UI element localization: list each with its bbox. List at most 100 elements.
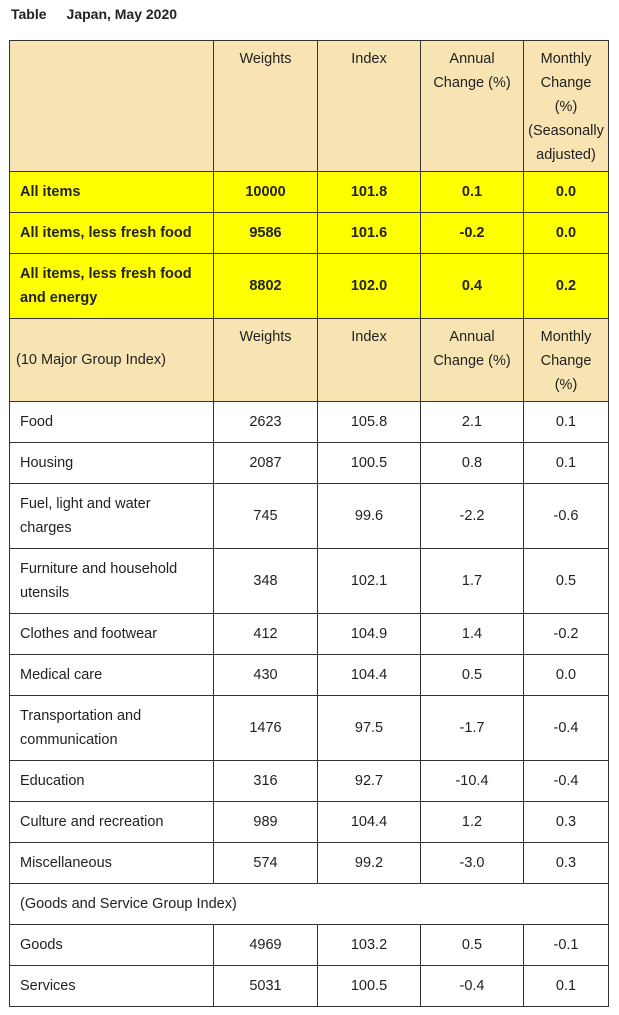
table-row: Education 316 92.7 -10.4 -0.4: [9, 760, 609, 802]
row-weights: 574: [213, 842, 318, 884]
table-row: Goods 4969 103.2 0.5 -0.1: [9, 924, 609, 966]
row-weights: 989: [213, 801, 318, 843]
row-weights: 5031: [213, 965, 318, 1007]
row-monthly-change: 0.3: [523, 801, 609, 843]
group-header-annual-change: Annual Change (%): [420, 318, 524, 402]
row-label: All items, less fresh food and energy: [9, 253, 214, 319]
row-label: Transportation and communication: [9, 695, 214, 761]
goods-services-header: (Goods and Service Group Index): [9, 883, 609, 925]
row-index: 97.5: [317, 695, 421, 761]
table-row: Services 5031 100.5 -0.4 0.1: [9, 965, 609, 1007]
row-index: 99.2: [317, 842, 421, 884]
row-annual-change: 0.1: [420, 171, 524, 213]
row-annual-change: 0.4: [420, 253, 524, 319]
row-index: 102.0: [317, 253, 421, 319]
row-weights: 8802: [213, 253, 318, 319]
goods-services-header-row: (Goods and Service Group Index): [9, 883, 609, 925]
table-row-all-items: All items 10000 101.8 0.1 0.0: [9, 171, 609, 213]
row-monthly-change: -0.2: [523, 613, 609, 655]
row-annual-change: -2.2: [420, 483, 524, 549]
row-label: Education: [9, 760, 214, 802]
row-monthly-change: 0.0: [523, 212, 609, 254]
row-index: 104.4: [317, 654, 421, 696]
group-header-index: Index: [317, 318, 421, 402]
table-row-less-fresh-food: All items, less fresh food 9586 101.6 -0…: [9, 212, 609, 254]
row-weights: 316: [213, 760, 318, 802]
row-label: Culture and recreation: [9, 801, 214, 843]
row-label: Food: [9, 401, 214, 443]
table-row: Food 2623 105.8 2.1 0.1: [9, 401, 609, 443]
row-index: 104.9: [317, 613, 421, 655]
row-weights: 348: [213, 548, 318, 614]
row-annual-change: -3.0: [420, 842, 524, 884]
row-weights: 2087: [213, 442, 318, 484]
row-annual-change: -1.7: [420, 695, 524, 761]
row-label: Services: [9, 965, 214, 1007]
table-row-less-fresh-food-energy: All items, less fresh food and energy 88…: [9, 253, 609, 319]
table-title: Table Japan, May 2020: [11, 3, 177, 25]
table-row: Furniture and household utensils 348 102…: [9, 548, 609, 614]
row-monthly-change: 0.0: [523, 654, 609, 696]
row-label: Miscellaneous: [9, 842, 214, 884]
row-label: Housing: [9, 442, 214, 484]
row-index: 101.8: [317, 171, 421, 213]
table-row: Clothes and footwear 412 104.9 1.4 -0.2: [9, 613, 609, 655]
row-weights: 9586: [213, 212, 318, 254]
row-index: 100.5: [317, 965, 421, 1007]
row-annual-change: 1.4: [420, 613, 524, 655]
row-index: 103.2: [317, 924, 421, 966]
header-monthly-change: Monthly Change (%) (Seasonally adjusted): [523, 40, 609, 172]
row-index: 99.6: [317, 483, 421, 549]
cpi-table: Weights Index Annual Change (%) Monthly …: [9, 40, 609, 1007]
row-monthly-change: -0.4: [523, 695, 609, 761]
row-annual-change: 1.2: [420, 801, 524, 843]
row-annual-change: 1.7: [420, 548, 524, 614]
row-weights: 4969: [213, 924, 318, 966]
row-weights: 745: [213, 483, 318, 549]
row-annual-change: -0.4: [420, 965, 524, 1007]
row-weights: 430: [213, 654, 318, 696]
row-annual-change: -0.2: [420, 212, 524, 254]
row-annual-change: 0.5: [420, 924, 524, 966]
row-annual-change: -10.4: [420, 760, 524, 802]
header-weights: Weights: [213, 40, 318, 172]
row-monthly-change: -0.1: [523, 924, 609, 966]
row-annual-change: 2.1: [420, 401, 524, 443]
row-weights: 2623: [213, 401, 318, 443]
header-index: Index: [317, 40, 421, 172]
row-index: 92.7: [317, 760, 421, 802]
title-label: Table: [11, 6, 47, 22]
title-text: Japan, May 2020: [66, 6, 178, 22]
row-monthly-change: 0.2: [523, 253, 609, 319]
row-label: Medical care: [9, 654, 214, 696]
row-weights: 1476: [213, 695, 318, 761]
group-header-label: (10 Major Group Index): [9, 318, 214, 402]
table-header-row: Weights Index Annual Change (%) Monthly …: [9, 40, 609, 172]
row-label: Clothes and footwear: [9, 613, 214, 655]
row-monthly-change: 0.1: [523, 442, 609, 484]
header-label-cell: [9, 40, 214, 172]
table-row: Housing 2087 100.5 0.8 0.1: [9, 442, 609, 484]
row-index: 102.1: [317, 548, 421, 614]
table-row: Culture and recreation 989 104.4 1.2 0.3: [9, 801, 609, 843]
row-annual-change: 0.8: [420, 442, 524, 484]
table-row: Fuel, light and water charges 745 99.6 -…: [9, 483, 609, 549]
row-label: Fuel, light and water charges: [9, 483, 214, 549]
table-row: Medical care 430 104.4 0.5 0.0: [9, 654, 609, 696]
row-label: All items, less fresh food: [9, 212, 214, 254]
row-index: 100.5: [317, 442, 421, 484]
row-index: 105.8: [317, 401, 421, 443]
row-monthly-change: 0.1: [523, 401, 609, 443]
row-index: 104.4: [317, 801, 421, 843]
row-monthly-change: 0.1: [523, 965, 609, 1007]
group-header-monthly-change: Monthly Change (%): [523, 318, 609, 402]
table-row: Transportation and communication 1476 97…: [9, 695, 609, 761]
group-header-weights: Weights: [213, 318, 318, 402]
row-monthly-change: 0.3: [523, 842, 609, 884]
row-monthly-change: 0.0: [523, 171, 609, 213]
row-monthly-change: 0.5: [523, 548, 609, 614]
row-label: Goods: [9, 924, 214, 966]
table-row: Miscellaneous 574 99.2 -3.0 0.3: [9, 842, 609, 884]
row-annual-change: 0.5: [420, 654, 524, 696]
row-weights: 10000: [213, 171, 318, 213]
